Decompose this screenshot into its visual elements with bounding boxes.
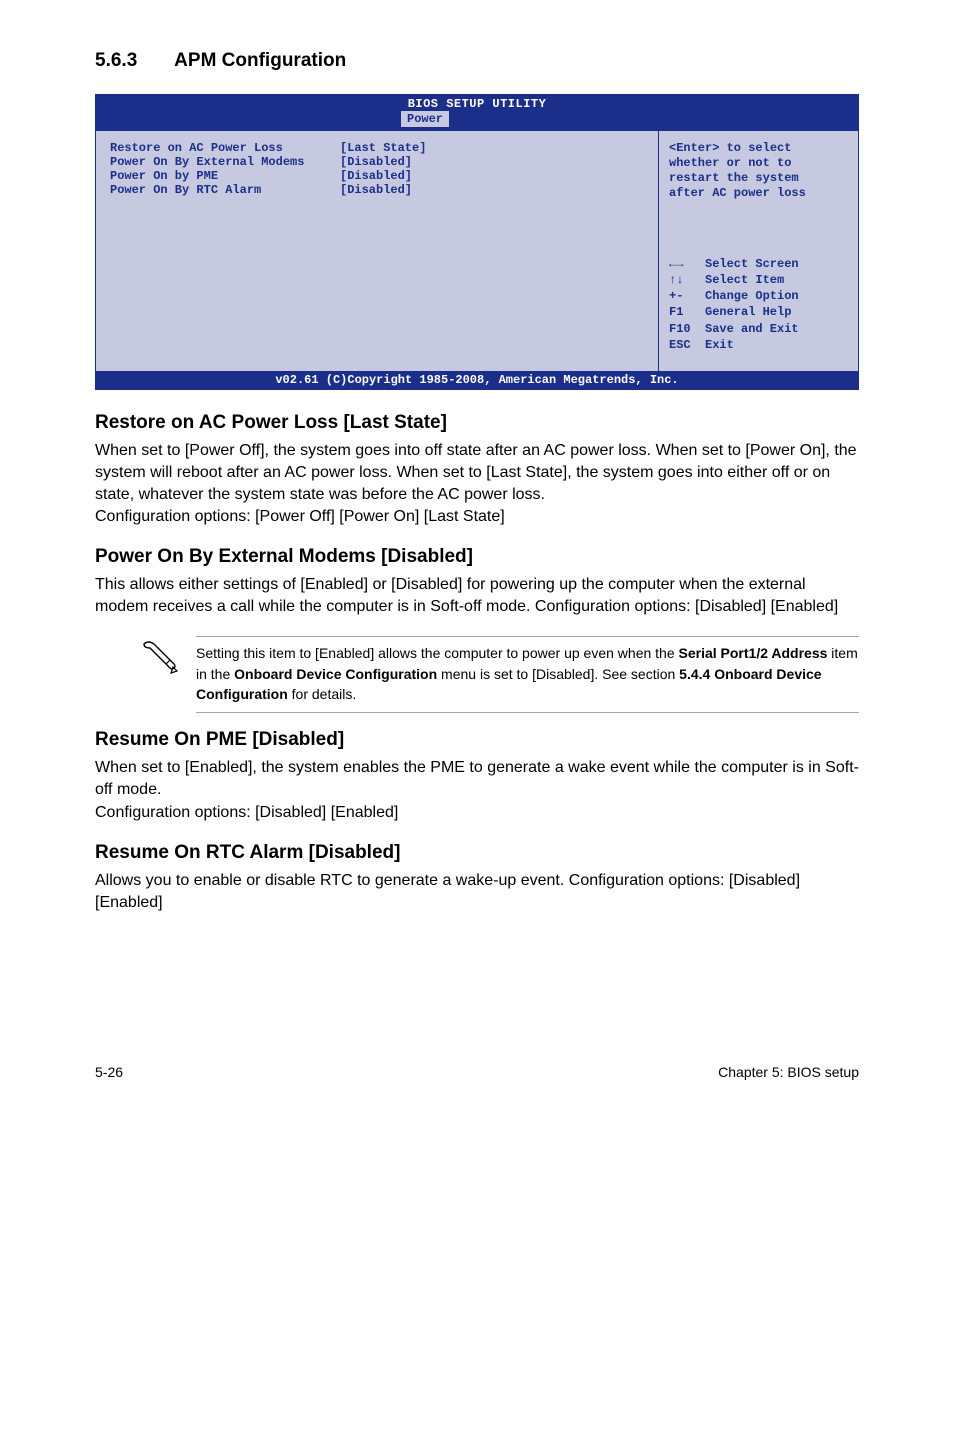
bios-key-legend: ←→Select Screen ↑↓Select Item +-Change O… [669,256,848,353]
note-span: Setting this item to [Enabled] allows th… [196,645,679,661]
bios-key-sym: ESC [669,337,705,353]
bios-footer: v02.61 (C)Copyright 1985-2008, American … [96,371,858,389]
bios-key-txt: Change Option [705,288,799,304]
bios-key-txt: Exit [705,337,734,353]
bios-key-txt: Select Screen [705,256,799,272]
bios-row: Restore on AC Power Loss [Last State] [110,141,644,155]
bios-setting-label: Power On By External Modems [110,155,340,169]
note-text: Setting this item to [Enabled] allows th… [196,637,859,712]
bios-tab-power: Power [401,111,449,127]
bios-tab-bar: Power [96,111,858,131]
para-text: When set to [Enabled], the system enable… [95,759,859,798]
bios-setting-value: [Disabled] [340,155,412,169]
bios-help-line: whether or not to [669,156,848,171]
bios-setting-value: [Disabled] [340,183,412,197]
subsection-heading: Power On By External Modems [Disabled] [95,546,859,568]
note-block: Setting this item to [Enabled] allows th… [140,636,859,713]
chapter-label: Chapter 5: BIOS setup [718,1064,859,1080]
para-text: Configuration options: [Disabled] [Enabl… [95,804,398,821]
pencil-icon [140,636,180,676]
bios-key-sym: F1 [669,304,705,320]
note-span: for details. [288,686,356,702]
bios-help-line: restart the system [669,171,848,186]
subsection-heading: Resume On PME [Disabled] [95,729,859,751]
bios-screenshot: BIOS SETUP UTILITY Power Restore on AC P… [95,94,859,390]
body-paragraph: Allows you to enable or disable RTC to g… [95,870,859,914]
bios-setting-label: Power On By RTC Alarm [110,183,340,197]
body-paragraph: When set to [Power Off], the system goes… [95,440,859,528]
bios-help-line: after AC power loss [669,186,848,201]
bios-row: Power On By RTC Alarm [Disabled] [110,183,644,197]
para-text: When set to [Power Off], the system goes… [95,442,857,503]
bios-setting-label: Power On by PME [110,169,340,183]
bios-title: BIOS SETUP UTILITY [96,95,858,111]
bios-setting-value: [Disabled] [340,169,412,183]
bios-setting-value: [Last State] [340,141,426,155]
note-span: menu is set to [Disabled]. See section [437,666,679,682]
bios-help-text: <Enter> to select whether or not to rest… [669,141,848,201]
subsection-heading: Restore on AC Power Loss [Last State] [95,412,859,434]
bios-key-sym: ↑↓ [669,272,705,288]
body-paragraph: When set to [Enabled], the system enable… [95,757,859,823]
bios-row: Power On by PME [Disabled] [110,169,644,183]
note-bold: Onboard Device Configuration [234,666,437,682]
section-header: 5.6.3 APM Configuration [95,50,859,72]
page-number: 5-26 [95,1064,123,1080]
bios-key-sym: +- [669,288,705,304]
bios-key-txt: General Help [705,304,791,320]
body-paragraph: This allows either settings of [Enabled]… [95,574,859,618]
para-text: Configuration options: [Power Off] [Powe… [95,508,505,525]
subsection-heading: Resume On RTC Alarm [Disabled] [95,842,859,864]
section-number: 5.6.3 [95,50,137,71]
divider [196,712,859,713]
bios-setting-label: Restore on AC Power Loss [110,141,340,155]
bios-key-sym: F10 [669,321,705,337]
bios-row: Power On By External Modems [Disabled] [110,155,644,169]
section-title: APM Configuration [174,50,346,71]
bios-key-sym: ←→ [669,256,705,272]
bios-key-txt: Save and Exit [705,321,799,337]
bios-settings-pane: Restore on AC Power Loss [Last State] Po… [96,131,658,371]
bios-help-line: <Enter> to select [669,141,848,156]
page-footer: 5-26 Chapter 5: BIOS setup [95,1064,859,1080]
note-bold: Serial Port1/2 Address [679,645,828,661]
bios-help-pane: <Enter> to select whether or not to rest… [658,131,858,371]
bios-key-txt: Select Item [705,272,784,288]
